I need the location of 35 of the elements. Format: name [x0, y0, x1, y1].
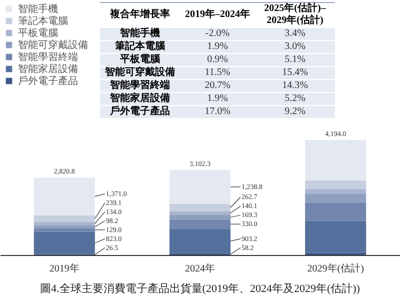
legend-label: 智能學習終端: [18, 51, 78, 63]
category-label: 平板電腦: [100, 54, 180, 66]
category-label: 智能手機: [100, 28, 180, 40]
legend-label: 智能家居設備: [18, 63, 78, 75]
data-label: -2.0%: [180, 28, 255, 40]
data-label: 0.9%: [180, 54, 255, 66]
text: 複合年增長率: [100, 2, 180, 28]
legend-label: 戶外電子產品: [18, 75, 78, 87]
data-label: 3.0%: [255, 40, 335, 54]
data-label: 17.0%: [180, 106, 255, 118]
data-label: 1.9%: [180, 92, 255, 106]
x-tick-label: 2029年(估計): [307, 262, 364, 274]
data-label: 1.9%: [180, 40, 255, 54]
legend-label: 平板電腦: [18, 27, 58, 39]
data-label: 3.4%: [255, 28, 335, 40]
x-tick-label: 2019年: [49, 262, 80, 274]
legend-label: 筆記本電腦: [18, 15, 68, 27]
legend-label: 智能手機: [18, 3, 58, 15]
category-label: 筆記本電腦: [100, 40, 180, 54]
data-label: 9.2%: [255, 106, 335, 118]
legend-label: 智能可穿戴設備: [18, 39, 88, 51]
category-label: 戶外電子產品: [100, 106, 180, 118]
data-label: 20.7%: [180, 80, 255, 92]
data-label: 15.4%: [255, 66, 335, 80]
category-label: 智能可穿戴設備: [100, 66, 180, 80]
series-label: 2025年(估計)–2029年(估計): [255, 2, 335, 28]
category-label: 智能學習終端: [100, 80, 180, 92]
data-label: 5.1%: [255, 54, 335, 66]
data-label: 5.2%: [255, 92, 335, 106]
data-label: 14.3%: [255, 80, 335, 92]
category-label: 智能家居設備: [100, 92, 180, 106]
data-label: 11.5%: [180, 66, 255, 80]
text: 圖4.全球主要消費電子產品出貨量(2019年、2024年及2029年(估計)): [40, 282, 360, 295]
x-tick-label: 2024年: [185, 262, 215, 274]
series-label: 2019年–2024年: [180, 2, 255, 28]
